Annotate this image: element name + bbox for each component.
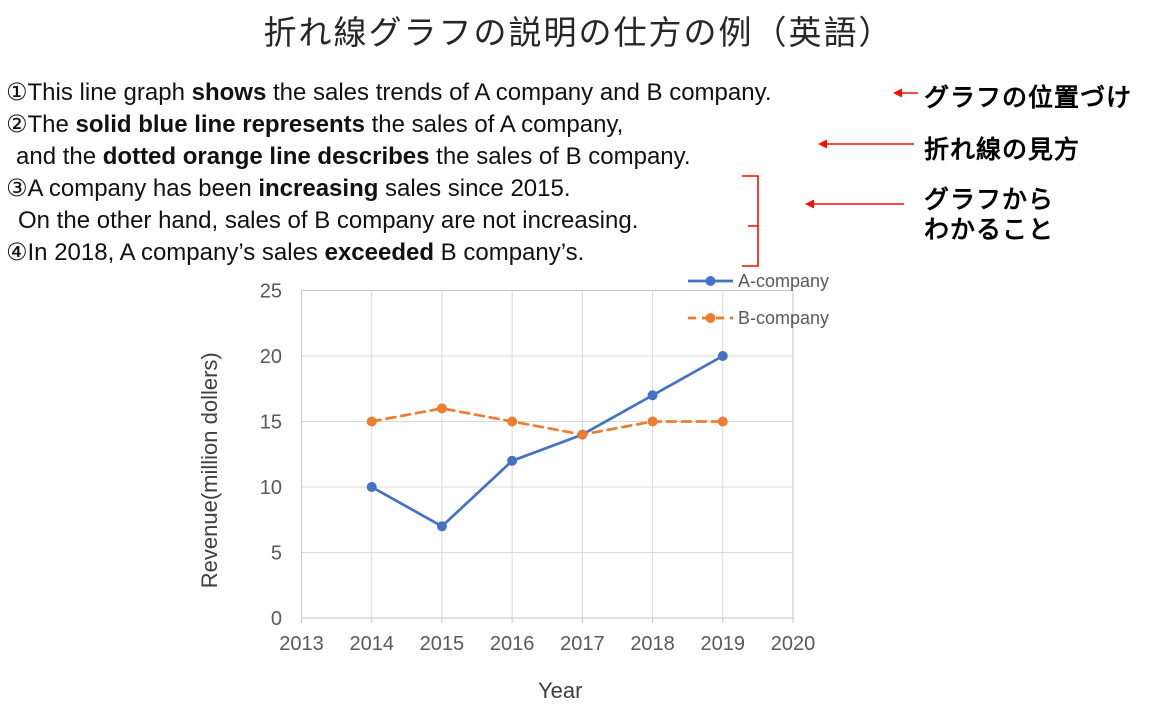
y-tick-label: 10 — [260, 477, 282, 499]
plain-text: ④In 2018, A company’s sales — [6, 239, 325, 266]
plain-text: ②The — [6, 111, 76, 138]
y-tick-label: 25 — [260, 281, 282, 303]
annotation-arrow-2 — [818, 139, 914, 149]
series-A-company-marker — [717, 351, 728, 361]
legend-A-company-label: A-company — [738, 271, 829, 291]
series-B-company-marker — [436, 403, 447, 414]
legend-B-company-label: B-company — [738, 308, 829, 328]
y-tick-label: 15 — [260, 412, 282, 434]
series-B-company-marker — [717, 416, 728, 427]
text-line-3: and the dotted orange line describes the… — [16, 142, 691, 172]
text-line-6: ④In 2018, A company’s sales exceeded B c… — [6, 238, 584, 268]
series-A-company-marker — [436, 521, 447, 532]
series-A-company-marker — [507, 455, 518, 466]
emphasis-text: exceeded — [324, 239, 435, 266]
text-line-4: ③A company has been increasing sales sin… — [6, 174, 571, 204]
legend-B-company-marker-dot — [705, 313, 716, 323]
plain-text: ③A company has been — [6, 175, 259, 202]
annotation-arrow-3 — [805, 199, 904, 209]
series-B-company-marker — [577, 429, 588, 440]
plain-text: B company’s. — [434, 239, 585, 266]
x-tick-label: 2013 — [279, 633, 324, 655]
series-B-company-line — [370, 407, 725, 436]
annotation-bracket — [742, 175, 759, 267]
series-B-company-marker — [366, 416, 377, 427]
series-B-company-marker — [647, 416, 658, 427]
x-axis-title: Year — [538, 678, 582, 703]
side-label-what-graph-shows-line2: わかること — [924, 216, 1055, 244]
y-tick-label: 5 — [271, 543, 282, 565]
legend-A-company-marker-dot — [705, 276, 716, 286]
text-line-5: On the other hand, sales of B company ar… — [18, 206, 638, 236]
emphasis-text: shows — [191, 79, 267, 106]
y-tick-label: 20 — [260, 346, 282, 368]
x-tick-label: 2014 — [349, 633, 394, 655]
plot-border — [301, 290, 794, 619]
x-tick-label: 2017 — [560, 633, 605, 655]
emphasis-text: solid blue line represents — [75, 111, 365, 138]
series-A-company-line — [370, 354, 725, 528]
x-tick-label: 2018 — [630, 633, 675, 655]
emphasis-text: dotted orange line describes — [102, 143, 430, 170]
x-tick-label: 2016 — [490, 633, 534, 655]
side-label-graph-positioning: グラフの位置づけ — [924, 84, 1133, 112]
series-B-company-marker — [507, 416, 518, 427]
text-line-2: ②The solid blue line represents the sale… — [6, 110, 623, 140]
line-chart: 2013 2014 2015 2016 2017 2018 2019 2020 0 5 10 15 20… — [197, 271, 829, 703]
plain-text: the sales of A company, — [364, 111, 624, 138]
x-tick-label: 2015 — [420, 633, 465, 655]
side-label-what-graph-shows: グラフから わかること — [924, 185, 1054, 245]
series-A-company-marker — [647, 390, 658, 401]
plain-text: sales since 2015. — [378, 175, 571, 202]
emphasis-text: increasing — [258, 175, 379, 202]
series-A-company-marker — [366, 482, 377, 492]
side-label-what-graph-shows-line1: グラフから — [924, 186, 1055, 214]
plain-text: ①This line graph — [6, 79, 192, 106]
side-label-how-to-read-lines: 折れ線の見方 — [924, 136, 1081, 164]
plain-text: the sales trends of A company and B comp… — [266, 79, 772, 106]
annotation-arrow-1 — [893, 88, 918, 98]
y-axis-title: Revenue(million dollers) — [197, 352, 222, 588]
plain-text: and the — [16, 143, 103, 170]
x-tick-label: 2019 — [701, 633, 746, 655]
x-tick-label: 2020 — [771, 633, 816, 655]
plain-text: the sales of B company. — [429, 143, 691, 170]
text-line-1: ①This line graph shows the sales trends … — [6, 78, 771, 108]
plain-text: On the other hand, sales of B company ar… — [18, 207, 639, 234]
slide-title: 折れ線グラフの説明の仕方の例（英語） — [263, 14, 894, 51]
y-tick-label: 0 — [271, 608, 282, 630]
